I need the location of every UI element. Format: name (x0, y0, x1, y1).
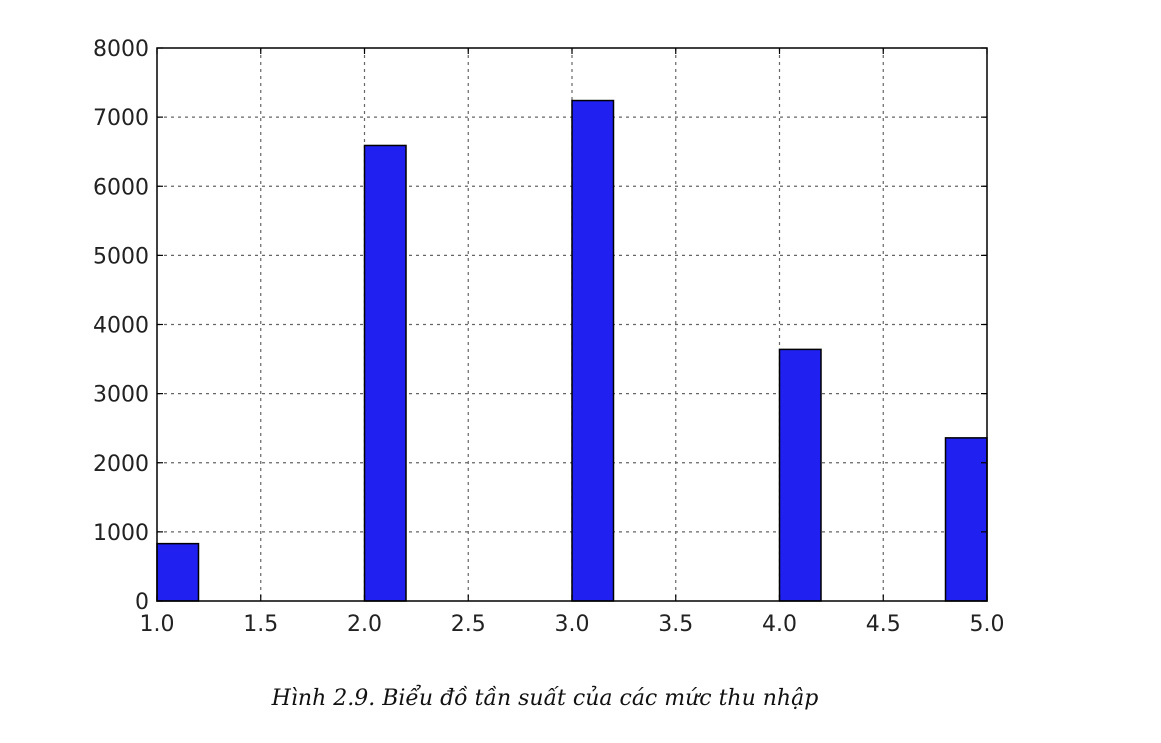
y-axis-ticks: 0 1000 2000 3000 4000 5000 6000 7000 8000 (93, 37, 987, 615)
y-tick-label: 5000 (93, 244, 149, 269)
y-tick-label: 6000 (93, 175, 149, 200)
y-tick-label: 1000 (93, 521, 149, 546)
histogram-chart: 1.0 1.5 2.0 2.5 3.0 3.5 4.0 4.5 5.0 0 1000 2000 300… (93, 37, 1005, 637)
x-tick-label: 3.5 (658, 612, 693, 637)
histogram-bar (778, 348, 822, 602)
figure-caption: Hình 2.9. Biểu đồ tần suất của các mức t… (271, 686, 819, 711)
histogram-bar (944, 437, 988, 602)
y-tick-label: 3000 (93, 383, 149, 408)
x-tick-label: 5.0 (970, 612, 1005, 637)
histogram-bar (363, 144, 407, 602)
x-tick-label: 2.0 (347, 612, 382, 637)
x-tick-label: 1.0 (140, 612, 175, 637)
x-tick-label: 4.5 (866, 612, 901, 637)
y-tick-label: 0 (135, 590, 149, 615)
histogram-bar (571, 99, 615, 602)
x-tick-label: 3.0 (555, 612, 590, 637)
x-tick-label: 4.0 (762, 612, 797, 637)
y-tick-label: 8000 (93, 37, 149, 62)
y-tick-label: 2000 (93, 452, 149, 477)
x-axis-ticks: 1.0 1.5 2.0 2.5 3.0 3.5 4.0 4.5 5.0 (140, 48, 1005, 637)
x-tick-label: 2.5 (451, 612, 486, 637)
y-tick-label: 7000 (93, 106, 149, 131)
bars (156, 99, 988, 602)
histogram-bar (156, 542, 200, 602)
x-tick-label: 1.5 (243, 612, 278, 637)
y-tick-label: 4000 (93, 314, 149, 339)
